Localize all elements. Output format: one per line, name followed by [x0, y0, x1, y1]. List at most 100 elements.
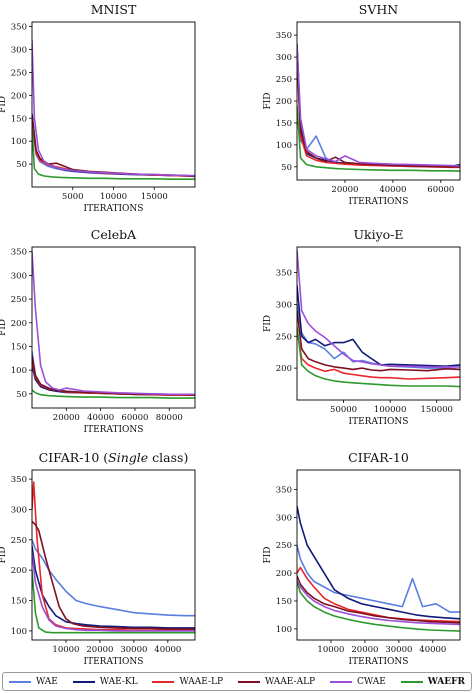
- series-line-wae: [32, 351, 195, 396]
- x-tick-label: 10000: [317, 645, 344, 655]
- chart-panel: 10000 20000 30000 40000 100 150 200 250 300 350 IT…: [0, 450, 196, 667]
- series-line-waefr: [32, 127, 195, 180]
- legend-swatch: [9, 680, 31, 683]
- y-tick-label: 250: [276, 332, 292, 342]
- y-tick-label: 300: [276, 513, 292, 523]
- series-line-cwae: [32, 40, 195, 177]
- x-tick-label: 15000: [141, 192, 168, 202]
- y-tick-label: 350: [11, 475, 27, 485]
- series-line-waefr: [297, 326, 460, 388]
- x-tick-label: 100000: [374, 405, 406, 415]
- y-tick-label: 250: [11, 295, 27, 305]
- series-line-waefr: [32, 389, 195, 399]
- chart-panel: 20000 40000 60000 80000 50 100 150 200 250 300 350…: [0, 227, 196, 435]
- y-tick-label: 350: [276, 31, 292, 41]
- legend-label: WAE: [36, 676, 58, 687]
- y-tick-label: 350: [276, 486, 292, 496]
- y-tick-label: 50: [281, 163, 292, 173]
- x-axis-label: ITERATIONS: [84, 657, 144, 667]
- chart-title: SVHN: [359, 2, 398, 17]
- y-axis-label: FID: [0, 546, 8, 563]
- series-line-wae: [297, 545, 460, 613]
- y-tick-label: 100: [276, 625, 292, 635]
- axes-frame: [31, 246, 196, 409]
- y-tick-label: 250: [11, 536, 27, 546]
- legend-swatch: [152, 680, 175, 683]
- legend-item-wae-kl: WAE-KL: [72, 677, 138, 687]
- chart-title: MNIST: [91, 2, 137, 17]
- y-tick-label: 200: [11, 319, 27, 329]
- legend-swatch: [330, 680, 353, 683]
- axes-frame: [31, 21, 196, 188]
- y-tick-label: 100: [276, 141, 292, 151]
- y-tick-label: 50: [16, 160, 27, 170]
- y-tick-label: 300: [276, 300, 292, 310]
- series-line-waae-alp: [297, 52, 460, 168]
- y-tick-label: 150: [11, 597, 27, 607]
- x-tick-label: 40000: [379, 185, 406, 195]
- chart-title: CIFAR-10: [348, 450, 409, 465]
- y-tick-label: 200: [11, 566, 27, 576]
- chart-panel: 20000 40000 60000 50 100 150 200 250 300 350 ITERA…: [263, 2, 461, 207]
- x-tick-label: 40000: [419, 645, 446, 655]
- x-tick-label: 80000: [156, 413, 183, 423]
- series-line-waefr: [297, 105, 460, 172]
- chart-panel: 10000 20000 30000 40000 100 150 200 250 300 350 IT…: [263, 450, 461, 667]
- y-tick-label: 300: [276, 53, 292, 63]
- y-tick-label: 150: [11, 342, 27, 352]
- y-tick-label: 200: [276, 364, 292, 374]
- series-line-wae: [297, 57, 460, 168]
- legend-label: WAAE-LP: [179, 676, 224, 687]
- y-tick-label: 300: [11, 505, 27, 515]
- axes-frame: [296, 21, 461, 181]
- y-tick-label: 100: [11, 137, 27, 147]
- x-tick-label: 30000: [385, 645, 412, 655]
- y-tick-label: 50: [16, 390, 27, 400]
- x-tick-label: 60000: [121, 413, 148, 423]
- series-line-wae-kl: [297, 285, 460, 368]
- legend-item-waae-lp: WAAE-LP: [152, 677, 223, 687]
- chart-title: CIFAR-10 (Single class): [39, 450, 189, 465]
- y-tick-label: 250: [11, 68, 27, 78]
- series-line-wae-kl: [297, 506, 460, 620]
- legend: WAE WAE-KL WAAE-LP WAAE-ALP CWAE WAEFR: [2, 672, 472, 691]
- legend-swatch: [400, 680, 423, 683]
- y-tick-label: 250: [276, 541, 292, 551]
- x-tick-label: 50000: [330, 405, 357, 415]
- legend-item-waae-alp: WAAE-ALP: [238, 677, 315, 687]
- legend-swatch: [238, 680, 260, 683]
- y-tick-label: 350: [11, 248, 27, 258]
- y-tick-label: 100: [11, 627, 27, 637]
- legend-label: WAAE-ALP: [265, 676, 316, 687]
- series-line-wae: [32, 539, 195, 617]
- y-tick-label: 100: [11, 366, 27, 376]
- y-axis-label: FID: [263, 546, 273, 563]
- y-tick-label: 300: [11, 46, 27, 56]
- series-line-waefr: [297, 581, 460, 632]
- series-line-waefr: [32, 570, 195, 634]
- axes-frame: [296, 469, 461, 641]
- series-line-wae: [297, 304, 460, 371]
- series-line-cwae: [297, 250, 460, 368]
- legend-swatch: [72, 680, 95, 683]
- series-line-cwae: [32, 551, 195, 632]
- series-line-waae-lp: [297, 566, 460, 623]
- legend-label: CWAE: [357, 676, 386, 687]
- series-line-cwae: [297, 578, 460, 626]
- x-tick-label: 10000: [100, 192, 127, 202]
- x-axis-label: ITERATIONS: [349, 417, 409, 427]
- y-tick-label: 150: [276, 119, 292, 129]
- y-tick-label: 200: [276, 97, 292, 107]
- series-line-waae-lp: [297, 329, 460, 380]
- y-tick-label: 150: [11, 114, 27, 124]
- chart-title: Ukiyo-E: [353, 227, 403, 242]
- series-line-cwae: [297, 43, 460, 167]
- x-axis-label: ITERATIONS: [84, 425, 144, 435]
- y-axis-label: FID: [0, 319, 8, 336]
- y-tick-label: 200: [11, 91, 27, 101]
- chart-panel: 50000 100000 150000 200 250 300 350 ITERATIONS F…: [263, 227, 461, 427]
- x-tick-label: 5000: [62, 192, 84, 202]
- legend-label: WAEFR: [427, 676, 465, 687]
- series-line-waae-lp: [32, 481, 195, 632]
